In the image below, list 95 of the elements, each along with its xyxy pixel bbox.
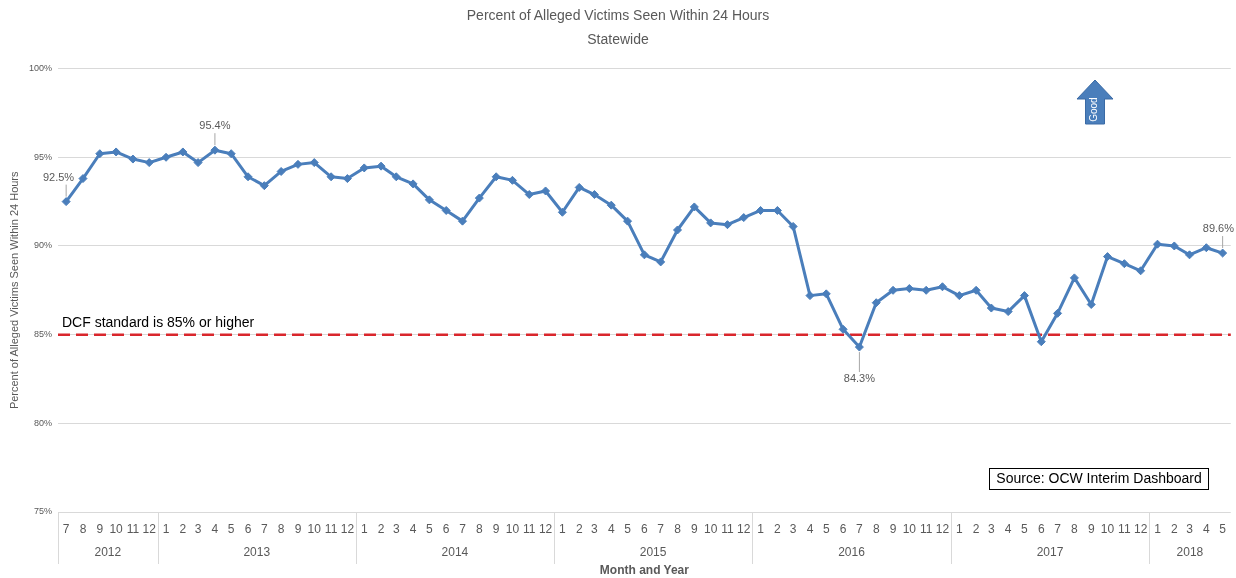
text: 2014: [441, 545, 469, 560]
x-tick-label: 6: [839, 521, 847, 536]
chart-title: Percent of Alleged Victims Seen Within 24 Hours: [466, 7, 770, 24]
x-tick-label: 8: [872, 521, 880, 536]
x-tick-label: 9: [1087, 521, 1095, 536]
x-tick-label: 12: [935, 521, 950, 536]
x-tick-label: 4: [607, 521, 615, 536]
y-tick-label: 100%: [28, 63, 52, 74]
data-label: 92.5%: [42, 170, 75, 183]
x-tick-label: 4: [409, 521, 417, 536]
x-tick-label: 11: [721, 521, 735, 536]
x-tick-label: 11: [126, 521, 140, 536]
x-tick-label: 4: [1203, 521, 1210, 536]
x-tick-label: 10: [505, 521, 520, 536]
x-tick-label: 2: [774, 521, 782, 536]
x-axis-title: Month and Year: [599, 563, 690, 578]
text: 2013: [243, 545, 271, 560]
x-tick-label: 6: [442, 521, 450, 536]
text: 2012: [94, 545, 122, 560]
x-tick-label: 7: [856, 521, 864, 536]
y-tick-label: 80%: [33, 417, 52, 428]
x-tick-label: 10: [109, 521, 124, 536]
text: 2015: [639, 545, 667, 560]
x-tick-label: 1: [162, 521, 170, 536]
annotation: Good: [1088, 97, 1100, 122]
x-tick-label: 2: [179, 521, 187, 536]
x-tick-label: 11: [324, 521, 338, 536]
y-axis-title: Percent of Alleged Victims Seen Within 24 Hours: [7, 170, 20, 410]
x-tick-label: 9: [889, 521, 897, 536]
x-tick-label: 8: [475, 521, 483, 536]
x-tick-label: 3: [987, 521, 995, 536]
y-tick-label: 85%: [33, 329, 52, 340]
x-tick-label: 5: [822, 521, 830, 536]
x-tick-label: 10: [703, 521, 718, 536]
data-label: 84.3%: [843, 372, 876, 385]
x-tick-label: 2: [575, 521, 583, 536]
x-tick-label: 12: [340, 521, 355, 536]
y-tick-label: 95%: [33, 151, 52, 162]
x-tick-label: 1: [559, 521, 567, 536]
x-tick-label: 5: [1021, 521, 1029, 536]
x-tick-label: 12: [538, 521, 553, 536]
x-tick-label: 1: [757, 521, 765, 536]
x-tick-label: 10: [1100, 521, 1115, 536]
x-tick-label: 2: [972, 521, 980, 536]
x-tick-label: 5: [624, 521, 632, 536]
x-tick-label: 7: [62, 521, 70, 536]
x-tick-label: 7: [1054, 521, 1062, 536]
x-tick-label: 2: [1170, 521, 1178, 536]
x-tick-label: 6: [244, 521, 252, 536]
x-tick-label: 3: [392, 521, 400, 536]
x-tick-label: 12: [737, 521, 751, 536]
x-tick-label: 3: [789, 521, 797, 536]
annotation: Source: OCW Interim Dashboard: [996, 469, 1202, 486]
x-tick-label: 3: [591, 521, 599, 536]
x-tick-label: 6: [641, 521, 649, 536]
x-tick-label: 8: [674, 521, 682, 536]
x-tick-label: 10: [902, 521, 917, 536]
x-tick-label: 3: [1186, 521, 1194, 536]
data-label: 95.4%: [199, 119, 231, 132]
x-tick-label: 11: [523, 521, 536, 536]
x-tick-label: 2: [377, 521, 385, 536]
x-tick-label: 12: [1133, 521, 1148, 536]
x-tick-label: 10: [307, 521, 322, 536]
x-tick-label: 8: [277, 521, 285, 536]
x-tick-label: 5: [227, 521, 235, 536]
x-tick-label: 11: [1118, 521, 1131, 536]
x-tick-label: 9: [492, 521, 500, 536]
x-tick-label: 11: [919, 521, 933, 536]
y-tick-label: 90%: [33, 240, 52, 251]
x-tick-label: 5: [426, 521, 434, 536]
x-tick-label: 4: [1004, 521, 1012, 536]
y-tick-label: 75%: [33, 506, 52, 517]
x-tick-label: 1: [1154, 521, 1162, 536]
chart-subtitle: Statewide: [587, 31, 649, 48]
x-tick-label: 8: [79, 521, 87, 536]
text: 2016: [838, 545, 866, 560]
x-tick-label: 9: [294, 521, 302, 536]
text: 2018: [1176, 545, 1204, 560]
x-tick-label: 12: [142, 521, 157, 536]
x-tick-label: 3: [194, 521, 202, 536]
x-tick-label: 6: [1037, 521, 1045, 536]
data-label: 89.6%: [1202, 222, 1235, 235]
x-tick-label: 7: [260, 521, 268, 536]
x-tick-label: 4: [211, 521, 219, 536]
x-tick-label: 1: [360, 521, 368, 536]
x-tick-label: 1: [955, 521, 963, 536]
text: 2017: [1036, 545, 1064, 560]
x-tick-label: 7: [459, 521, 467, 536]
x-tick-label: 8: [1071, 521, 1079, 536]
x-tick-label: 9: [690, 521, 698, 536]
x-tick-label: 4: [806, 521, 814, 536]
ref-line-label: DCF standard is 85% or higher: [62, 314, 255, 331]
x-tick-label: 9: [96, 521, 104, 536]
x-tick-label: 7: [657, 521, 665, 536]
x-tick-label: 5: [1219, 521, 1227, 536]
